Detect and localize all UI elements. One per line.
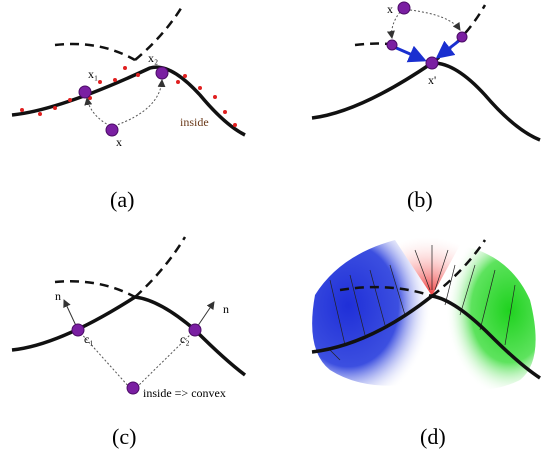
panel-d: (d): [312, 237, 540, 449]
arrow: [114, 80, 162, 126]
point: [387, 40, 397, 50]
curve: [12, 67, 245, 135]
label: c₂: [180, 332, 190, 346]
caption: (a): [110, 187, 134, 212]
point: [127, 382, 139, 394]
dashed-curve: [135, 5, 183, 60]
point: [426, 57, 438, 69]
point: [398, 2, 410, 14]
arrow: [87, 98, 110, 126]
arrow: [438, 40, 460, 57]
dashed-curve: [55, 44, 135, 60]
panel-c: n c₁ c₂ n inside => convex (c): [12, 237, 245, 449]
point: [189, 324, 201, 336]
label: x': [428, 73, 436, 87]
figure: x₁ x₂ x inside (a) x x' (b) n c₁ c₂: [0, 0, 542, 449]
label: n: [55, 289, 61, 303]
curve: [312, 63, 540, 140]
label: inside: [180, 115, 209, 129]
label: n: [223, 302, 229, 316]
point: [156, 67, 168, 79]
caption: (c): [112, 424, 136, 449]
caption: (d): [420, 424, 446, 449]
label: x₁: [88, 67, 98, 81]
dashed-curve: [55, 281, 135, 297]
caption: (b): [407, 187, 433, 212]
arrow: [394, 47, 424, 60]
panel-b: x x' (b): [312, 2, 540, 212]
label: x: [387, 2, 393, 16]
point: [457, 32, 467, 42]
arrow: [410, 10, 460, 30]
panel-a: x₁ x₂ x inside (a): [12, 5, 245, 212]
label: x₂: [148, 51, 158, 65]
point: [72, 324, 84, 336]
label: inside => convex: [143, 386, 226, 400]
label: c₁: [84, 332, 94, 346]
point: [79, 86, 91, 98]
dashed-curve: [135, 237, 185, 297]
label: x: [116, 135, 122, 149]
